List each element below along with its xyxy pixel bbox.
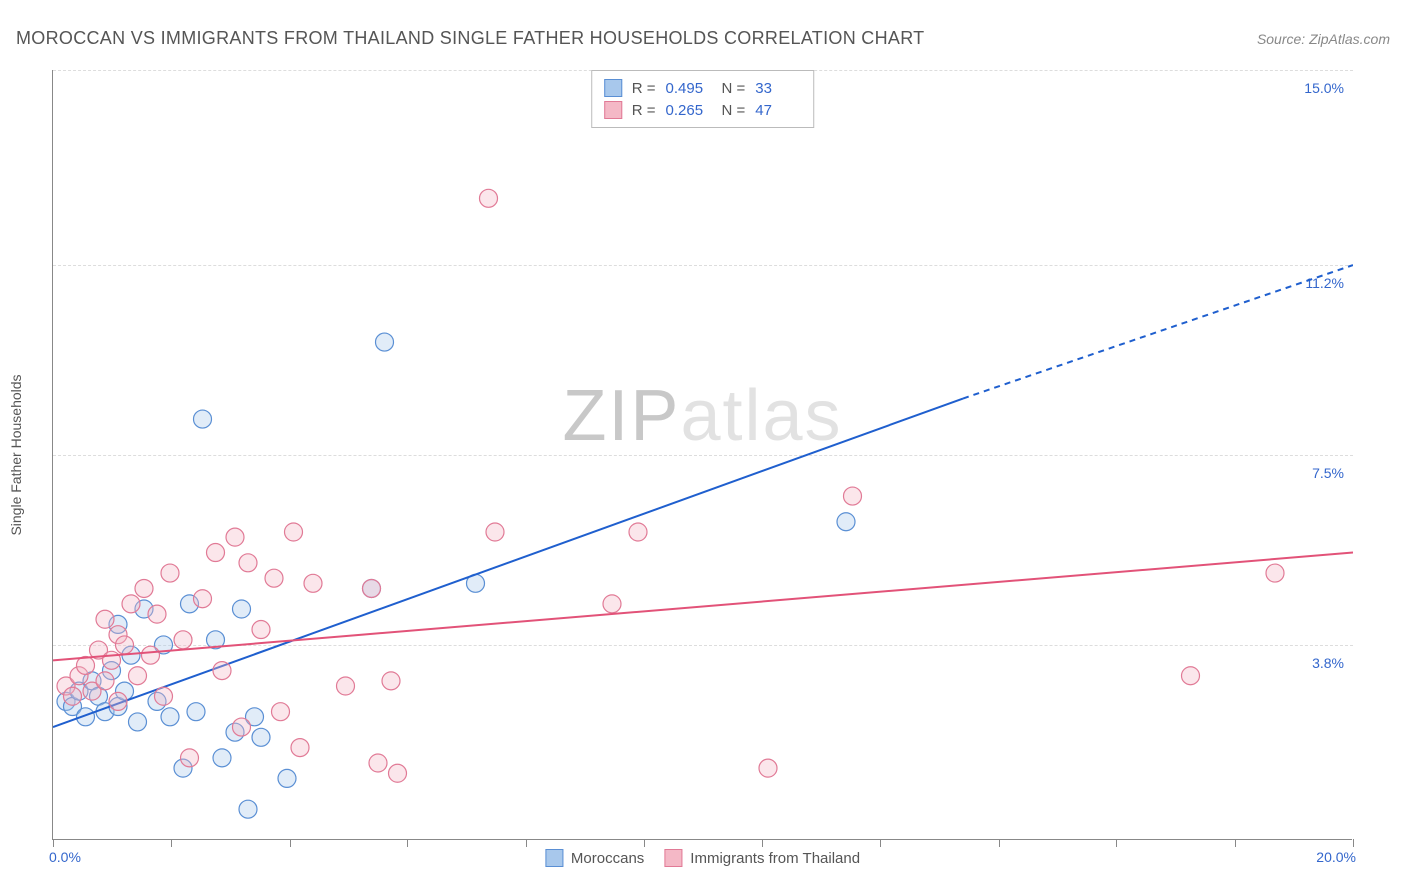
data-point-moroccans bbox=[233, 600, 251, 618]
x-tick bbox=[1235, 839, 1236, 847]
chart-header: MOROCCAN VS IMMIGRANTS FROM THAILAND SIN… bbox=[16, 28, 1390, 49]
data-point-thailand bbox=[629, 523, 647, 541]
data-point-thailand bbox=[122, 595, 140, 613]
data-point-thailand bbox=[1182, 667, 1200, 685]
data-point-thailand bbox=[116, 636, 134, 654]
data-point-thailand bbox=[109, 692, 127, 710]
data-point-moroccans bbox=[376, 333, 394, 351]
data-point-moroccans bbox=[252, 728, 270, 746]
chart-source: Source: ZipAtlas.com bbox=[1257, 31, 1390, 47]
data-point-thailand bbox=[174, 631, 192, 649]
data-point-moroccans bbox=[213, 749, 231, 767]
swatch-thailand bbox=[604, 101, 622, 119]
n-label: N = bbox=[722, 102, 746, 119]
data-point-thailand bbox=[194, 590, 212, 608]
data-point-thailand bbox=[844, 487, 862, 505]
swatch-thailand-icon bbox=[664, 849, 682, 867]
data-point-thailand bbox=[239, 554, 257, 572]
data-point-thailand bbox=[96, 610, 114, 628]
data-point-thailand bbox=[389, 764, 407, 782]
r-value-moroccans: 0.495 bbox=[666, 80, 712, 97]
x-tick bbox=[762, 839, 763, 847]
data-point-thailand bbox=[759, 759, 777, 777]
n-value-moroccans: 33 bbox=[755, 80, 801, 97]
data-point-moroccans bbox=[837, 513, 855, 531]
n-label: N = bbox=[722, 80, 746, 97]
data-point-thailand bbox=[291, 739, 309, 757]
data-point-thailand bbox=[207, 544, 225, 562]
x-tick bbox=[171, 839, 172, 847]
x-tick bbox=[53, 839, 54, 847]
data-point-thailand bbox=[155, 687, 173, 705]
data-point-thailand bbox=[181, 749, 199, 767]
data-point-thailand bbox=[603, 595, 621, 613]
data-point-moroccans bbox=[278, 769, 296, 787]
data-point-thailand bbox=[161, 564, 179, 582]
stats-row-moroccans: R = 0.495 N = 33 bbox=[604, 77, 802, 99]
stats-legend: R = 0.495 N = 33 R = 0.265 N = 47 bbox=[591, 70, 815, 128]
data-point-moroccans bbox=[161, 708, 179, 726]
r-label: R = bbox=[632, 102, 656, 119]
stats-row-thailand: R = 0.265 N = 47 bbox=[604, 99, 802, 121]
data-point-thailand bbox=[135, 579, 153, 597]
data-point-thailand bbox=[64, 687, 82, 705]
trendline-moroccans bbox=[53, 399, 963, 728]
x-axis-min-label: 0.0% bbox=[49, 849, 81, 865]
x-tick bbox=[290, 839, 291, 847]
chart-title: MOROCCAN VS IMMIGRANTS FROM THAILAND SIN… bbox=[16, 28, 924, 49]
data-point-thailand bbox=[486, 523, 504, 541]
data-point-moroccans bbox=[194, 410, 212, 428]
legend-label-moroccans: Moroccans bbox=[571, 850, 644, 867]
data-point-thailand bbox=[369, 754, 387, 772]
plot-region: ZIPatlas 3.8%7.5%11.2%15.0% 0.0% 20.0% R… bbox=[52, 70, 1352, 840]
data-point-thailand bbox=[337, 677, 355, 695]
x-tick bbox=[644, 839, 645, 847]
x-tick bbox=[1116, 839, 1117, 847]
trendline-dash-moroccans bbox=[963, 265, 1353, 398]
legend-label-thailand: Immigrants from Thailand bbox=[690, 850, 860, 867]
data-point-moroccans bbox=[239, 800, 257, 818]
data-point-thailand bbox=[363, 579, 381, 597]
x-tick bbox=[1353, 839, 1354, 847]
x-tick bbox=[407, 839, 408, 847]
r-value-thailand: 0.265 bbox=[666, 102, 712, 119]
data-point-thailand bbox=[272, 703, 290, 721]
x-tick bbox=[880, 839, 881, 847]
data-point-thailand bbox=[1266, 564, 1284, 582]
y-axis-title: Single Father Households bbox=[8, 374, 24, 535]
x-tick bbox=[526, 839, 527, 847]
data-point-thailand bbox=[252, 621, 270, 639]
n-value-thailand: 47 bbox=[755, 102, 801, 119]
data-point-moroccans bbox=[187, 703, 205, 721]
data-point-thailand bbox=[480, 189, 498, 207]
x-axis-max-label: 20.0% bbox=[1316, 849, 1356, 865]
data-point-thailand bbox=[265, 569, 283, 587]
data-point-thailand bbox=[96, 672, 114, 690]
data-point-thailand bbox=[148, 605, 166, 623]
swatch-moroccans bbox=[604, 79, 622, 97]
data-point-thailand bbox=[382, 672, 400, 690]
data-point-thailand bbox=[233, 718, 251, 736]
data-point-thailand bbox=[142, 646, 160, 664]
data-point-thailand bbox=[129, 667, 147, 685]
legend-item-thailand: Immigrants from Thailand bbox=[664, 849, 860, 867]
scatter-svg bbox=[53, 70, 1353, 840]
data-point-moroccans bbox=[129, 713, 147, 731]
x-tick bbox=[999, 839, 1000, 847]
data-point-thailand bbox=[77, 656, 95, 674]
data-point-thailand bbox=[304, 574, 322, 592]
data-point-thailand bbox=[285, 523, 303, 541]
series-legend: Moroccans Immigrants from Thailand bbox=[545, 849, 860, 867]
data-point-thailand bbox=[226, 528, 244, 546]
legend-item-moroccans: Moroccans bbox=[545, 849, 644, 867]
chart-area: Single Father Households ZIPatlas 3.8%7.… bbox=[52, 70, 1352, 840]
data-point-thailand bbox=[213, 662, 231, 680]
r-label: R = bbox=[632, 80, 656, 97]
swatch-moroccans-icon bbox=[545, 849, 563, 867]
